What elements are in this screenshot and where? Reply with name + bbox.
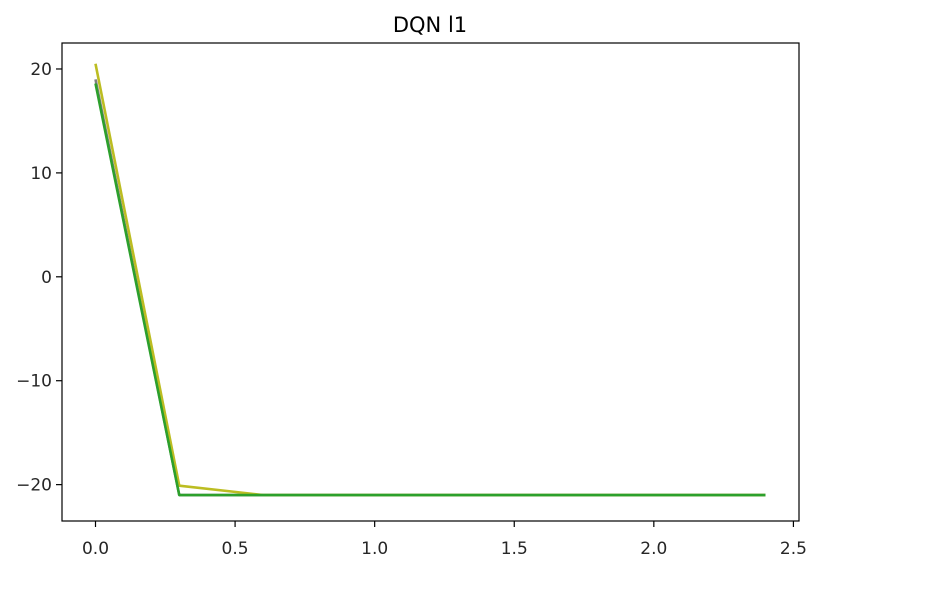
series-layer	[94, 63, 766, 497]
y-tick-label: 20	[30, 60, 52, 80]
x-tick-label: 2.0	[640, 539, 667, 559]
y-tick-label: 10	[30, 164, 52, 184]
y-tick-label: −10	[16, 372, 52, 392]
plot-area	[61, 42, 800, 522]
series-line-3	[94, 83, 766, 497]
x-tick-label: 0.5	[222, 539, 249, 559]
x-tick-label: 2.5	[780, 539, 807, 559]
y-axis: 20 10 0 −10 −20	[16, 60, 62, 496]
y-tick-label: 0	[41, 268, 52, 288]
x-tick-label: 1.0	[361, 539, 388, 559]
x-tick-label: 0.0	[82, 539, 109, 559]
x-tick-label: 1.5	[501, 539, 528, 559]
x-axis: 0.0 0.5 1.0 1.5 2.0 2.5	[82, 521, 807, 559]
chart-title: DQN l1	[393, 13, 467, 37]
y-tick-label: −20	[16, 476, 52, 496]
